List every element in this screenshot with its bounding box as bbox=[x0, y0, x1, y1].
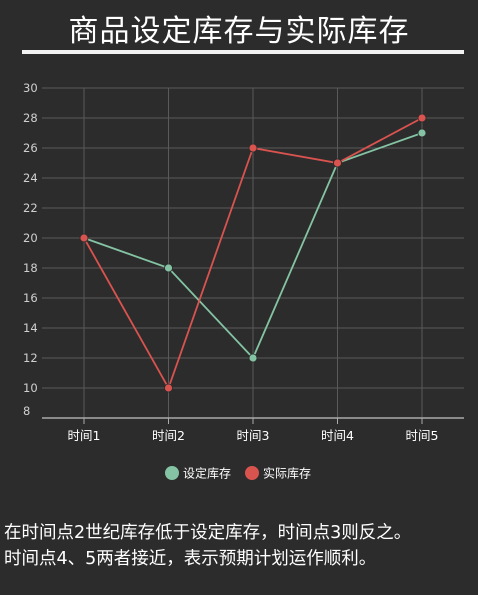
legend-label: 实际库存 bbox=[263, 466, 311, 481]
x-tick-label: 时间5 bbox=[406, 428, 439, 443]
y-tick-label: 24 bbox=[23, 171, 38, 185]
caption-line-2: 时间点4、5两者接近，表示预期计划运作顺利。 bbox=[4, 549, 377, 569]
series-2-point bbox=[248, 143, 258, 153]
axis-layer: 8 10 12 14 16 18 20 22 24 26 28 30 时间1 时间2 时间3 时间4 时间5 bbox=[23, 81, 464, 443]
x-tick-label: 时间2 bbox=[152, 428, 185, 443]
line-chart: 8 10 12 14 16 18 20 22 24 26 28 30 时间1 时间2 时间3 时间4 时间5 设… bbox=[23, 81, 464, 481]
y-tick-label: 12 bbox=[23, 351, 38, 365]
y-tick-label: 14 bbox=[23, 321, 38, 335]
y-tick-label: 18 bbox=[23, 261, 38, 275]
grid-layer bbox=[42, 87, 464, 418]
y-tick-label: 28 bbox=[23, 111, 38, 125]
legend-marker bbox=[245, 466, 259, 480]
x-tick-label: 时间3 bbox=[237, 428, 270, 443]
legend-label: 设定库存 bbox=[183, 466, 231, 481]
y-tick-label: 10 bbox=[23, 381, 38, 395]
caption: 在时间点2世纪库存低于设定库存，时间点3则反之。 时间点4、5两者接近，表示预期… bbox=[4, 520, 476, 572]
y-tick-label: 20 bbox=[23, 231, 38, 245]
x-tick-label: 时间1 bbox=[68, 428, 101, 443]
series-1-point bbox=[164, 263, 173, 273]
legend: 设定库存 实际库存 bbox=[165, 466, 311, 481]
legend-marker bbox=[165, 466, 179, 480]
y-tick-label: 30 bbox=[23, 81, 38, 95]
series-2-point bbox=[333, 158, 342, 168]
series-1-point bbox=[248, 353, 258, 363]
series-layer bbox=[79, 113, 427, 393]
y-tick-label: 8 bbox=[23, 404, 30, 418]
chart-title: 商品设定库存与实际库存 bbox=[68, 14, 410, 49]
y-tick-label: 26 bbox=[23, 141, 38, 155]
title-underline bbox=[22, 50, 464, 54]
y-tick-label: 16 bbox=[23, 291, 38, 305]
caption-line-1: 在时间点2世纪库存低于设定库存，时间点3则反之。 bbox=[4, 523, 412, 543]
x-tick-label: 时间4 bbox=[321, 428, 354, 443]
series-2-point bbox=[79, 233, 89, 243]
series-2-point bbox=[164, 383, 173, 393]
series-2-point bbox=[417, 113, 427, 123]
series-1-point bbox=[417, 128, 427, 138]
y-tick-label: 22 bbox=[23, 201, 38, 215]
